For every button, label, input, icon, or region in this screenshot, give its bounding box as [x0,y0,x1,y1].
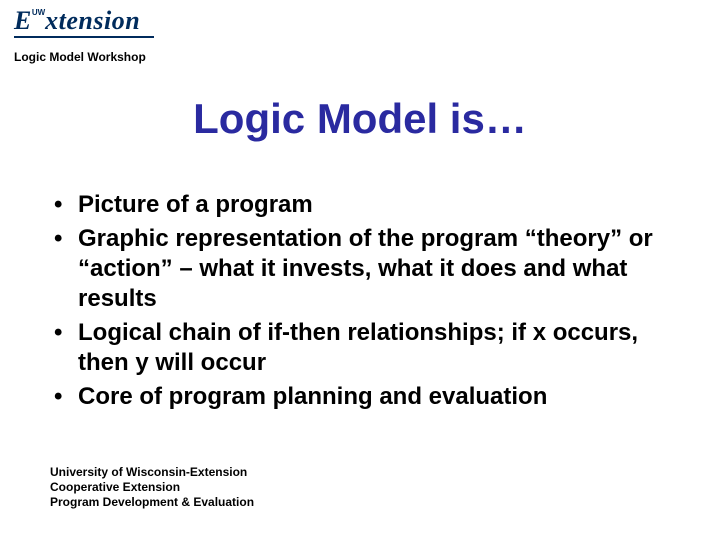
bullet-item: Logical chain of if-then relationships; … [50,318,670,378]
footer-line-3: Program Development & Evaluation [50,495,254,510]
logo: EUWxtension [14,6,140,36]
logo-uw-small: UW [32,8,45,17]
footer-line-1: University of Wisconsin-Extension [50,465,254,480]
bullet-item: Picture of a program [50,190,670,220]
logo-main: xtension [45,6,140,35]
footer-line-2: Cooperative Extension [50,480,254,495]
slide: EUWxtension Logic Model Workshop Logic M… [0,0,720,540]
footer: University of Wisconsin-Extension Cooper… [50,465,254,510]
bullet-item: Core of program planning and evaluation [50,382,670,412]
logo-e: E [14,6,32,35]
bullet-item: Graphic representation of the program “t… [50,224,670,314]
bullet-list: Picture of a program Graphic representat… [50,190,670,416]
logo-underline [14,36,154,38]
slide-title: Logic Model is… [0,95,720,143]
workshop-label: Logic Model Workshop [14,50,146,64]
